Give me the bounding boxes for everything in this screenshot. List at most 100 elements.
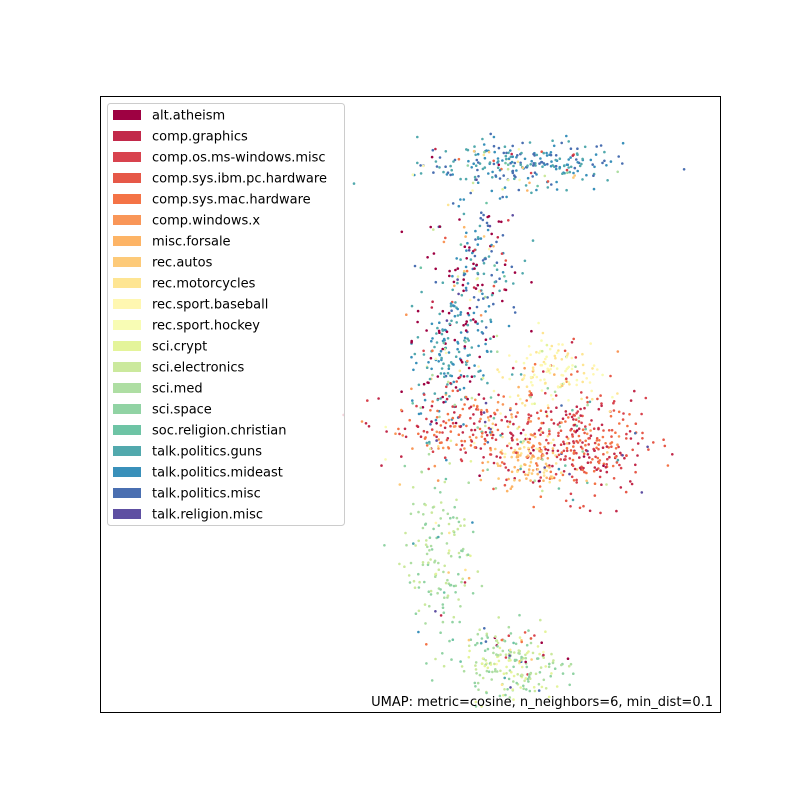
data-point xyxy=(555,351,559,355)
data-point xyxy=(412,368,415,372)
data-point xyxy=(492,245,495,248)
data-point xyxy=(515,451,518,455)
data-point xyxy=(576,153,579,156)
data-point xyxy=(410,387,413,391)
data-point xyxy=(445,458,448,462)
data-point xyxy=(529,375,533,379)
data-point xyxy=(511,144,514,148)
data-point xyxy=(485,149,488,152)
data-point xyxy=(616,458,620,462)
data-point xyxy=(509,446,513,450)
data-point xyxy=(417,539,421,543)
data-point xyxy=(464,177,468,181)
data-point xyxy=(433,392,437,395)
data-point xyxy=(575,378,579,382)
data-point xyxy=(612,400,616,403)
data-point xyxy=(617,445,620,449)
data-point xyxy=(581,380,584,384)
data-point xyxy=(530,191,533,195)
data-point xyxy=(663,444,667,448)
data-point xyxy=(577,416,581,420)
data-point xyxy=(525,665,529,669)
data-point xyxy=(491,436,494,440)
data-point xyxy=(478,474,481,478)
data-point xyxy=(529,414,533,418)
data-point xyxy=(512,306,516,309)
data-point xyxy=(487,305,491,308)
data-point xyxy=(407,574,411,577)
data-point xyxy=(458,369,462,373)
data-point xyxy=(484,295,487,299)
data-point xyxy=(447,367,451,371)
data-point xyxy=(430,367,433,371)
data-point xyxy=(492,487,495,491)
data-point xyxy=(446,371,450,375)
data-point xyxy=(479,447,483,450)
data-point xyxy=(445,330,449,334)
data-point xyxy=(507,659,511,662)
data-point xyxy=(591,367,594,370)
legend-swatch xyxy=(113,236,141,246)
data-point xyxy=(545,343,549,347)
data-point xyxy=(564,369,567,373)
data-point xyxy=(554,472,558,476)
data-point xyxy=(528,393,531,397)
data-point xyxy=(501,299,504,303)
data-point xyxy=(560,451,564,454)
data-point xyxy=(640,491,644,494)
data-point xyxy=(493,670,497,673)
data-point xyxy=(430,548,434,551)
data-point xyxy=(425,539,428,542)
data-point xyxy=(543,445,546,449)
data-point xyxy=(466,354,470,357)
data-point xyxy=(594,455,597,459)
data-point xyxy=(501,234,505,237)
data-point xyxy=(529,452,532,455)
data-point xyxy=(443,328,447,332)
data-point xyxy=(411,173,415,176)
data-point xyxy=(545,154,549,157)
data-point xyxy=(490,273,494,277)
data-point xyxy=(364,422,368,425)
data-point xyxy=(467,249,471,252)
data-point xyxy=(527,413,530,416)
data-point xyxy=(523,463,526,466)
data-point xyxy=(449,430,453,433)
data-point xyxy=(504,154,508,158)
data-point xyxy=(542,678,546,682)
data-point xyxy=(465,257,469,260)
data-point xyxy=(536,464,539,467)
data-point xyxy=(427,561,430,564)
data-point xyxy=(511,366,515,370)
data-point xyxy=(494,174,498,177)
data-point xyxy=(507,178,510,182)
data-point xyxy=(611,395,614,399)
data-point xyxy=(485,408,489,412)
data-point xyxy=(511,169,515,173)
data-point xyxy=(397,427,400,431)
data-point xyxy=(469,258,473,261)
data-point xyxy=(524,660,527,664)
data-point xyxy=(571,464,575,468)
data-point xyxy=(501,403,505,406)
data-point xyxy=(513,479,516,482)
plot-frame xyxy=(100,96,721,713)
data-point xyxy=(520,673,524,677)
data-point xyxy=(498,289,501,293)
legend-label: sci.electronics xyxy=(152,361,245,376)
data-point xyxy=(489,414,493,418)
data-point xyxy=(619,451,622,455)
data-point xyxy=(528,673,531,676)
data-point xyxy=(545,355,548,359)
data-point xyxy=(546,180,550,183)
data-point xyxy=(565,449,569,453)
data-point xyxy=(428,536,432,539)
data-point xyxy=(549,674,552,678)
data-point xyxy=(502,151,506,155)
data-point xyxy=(459,359,463,362)
data-point xyxy=(417,432,420,436)
data-point xyxy=(565,168,569,172)
data-point xyxy=(410,304,414,308)
data-point xyxy=(518,178,521,182)
data-point xyxy=(484,326,488,329)
